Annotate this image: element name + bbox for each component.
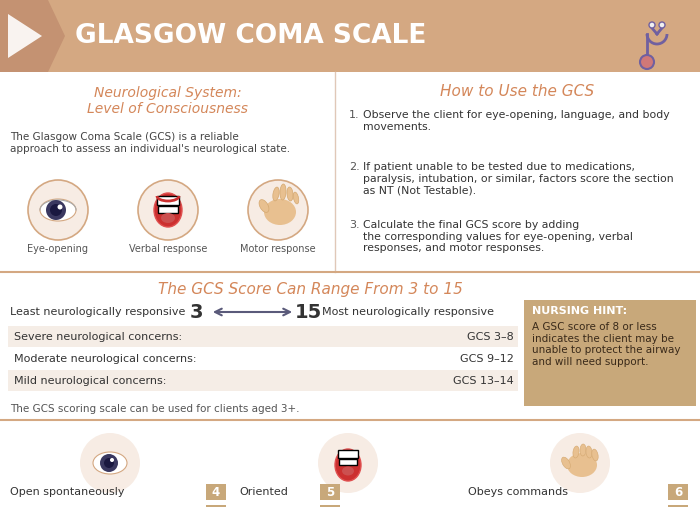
Ellipse shape bbox=[592, 449, 598, 461]
Ellipse shape bbox=[154, 193, 182, 227]
Bar bbox=[206, 484, 226, 500]
Text: Motor response: Motor response bbox=[240, 244, 316, 254]
Text: GCS 9–12: GCS 9–12 bbox=[460, 353, 514, 364]
Bar bbox=[0, 0, 700, 72]
Circle shape bbox=[318, 433, 378, 493]
Ellipse shape bbox=[264, 199, 296, 225]
Circle shape bbox=[110, 458, 114, 462]
Ellipse shape bbox=[335, 449, 361, 481]
Text: 1.: 1. bbox=[349, 110, 360, 120]
Text: Most neurologically responsive: Most neurologically responsive bbox=[322, 307, 494, 317]
Text: Eye-opening: Eye-opening bbox=[27, 244, 88, 254]
Bar bbox=[524, 300, 696, 406]
Bar bbox=[0, 420, 700, 507]
Text: A GSC score of 8 or less
indicates the client may be
unable to protect the airwa: A GSC score of 8 or less indicates the c… bbox=[532, 322, 680, 367]
Circle shape bbox=[649, 22, 655, 28]
Bar bbox=[320, 505, 340, 507]
Ellipse shape bbox=[561, 457, 570, 469]
Bar bbox=[8, 326, 518, 347]
Circle shape bbox=[550, 433, 610, 493]
Text: The GCS scoring scale can be used for clients aged 3+.: The GCS scoring scale can be used for cl… bbox=[10, 404, 300, 414]
Bar bbox=[0, 272, 700, 420]
Ellipse shape bbox=[161, 213, 175, 223]
Bar bbox=[206, 505, 226, 507]
Text: Neurological System:
Level of Consciousness: Neurological System: Level of Consciousn… bbox=[87, 86, 248, 116]
Text: 4: 4 bbox=[212, 486, 220, 498]
Text: Verbal response: Verbal response bbox=[129, 244, 207, 254]
FancyBboxPatch shape bbox=[157, 196, 179, 205]
Text: 3: 3 bbox=[189, 303, 203, 321]
Text: The GCS Score Can Range From 3 to 15: The GCS Score Can Range From 3 to 15 bbox=[158, 282, 463, 297]
Ellipse shape bbox=[567, 453, 597, 477]
Ellipse shape bbox=[259, 200, 269, 212]
Ellipse shape bbox=[273, 187, 279, 201]
Text: GLASGOW COMA SCALE: GLASGOW COMA SCALE bbox=[75, 23, 426, 49]
Text: If patient unable to be tested due to medications,
paralysis, intubation, or sim: If patient unable to be tested due to me… bbox=[363, 162, 673, 195]
Circle shape bbox=[46, 200, 66, 220]
Text: Oriented: Oriented bbox=[239, 487, 288, 497]
Text: Mild neurological concerns:: Mild neurological concerns: bbox=[14, 376, 167, 385]
Text: 6: 6 bbox=[674, 486, 682, 498]
FancyBboxPatch shape bbox=[338, 450, 358, 458]
Ellipse shape bbox=[280, 184, 286, 200]
Bar bbox=[668, 505, 688, 507]
Text: GCS 13–14: GCS 13–14 bbox=[454, 376, 514, 385]
FancyBboxPatch shape bbox=[158, 206, 178, 213]
Circle shape bbox=[80, 433, 140, 493]
Circle shape bbox=[248, 180, 308, 240]
FancyBboxPatch shape bbox=[339, 459, 357, 465]
Circle shape bbox=[50, 204, 62, 216]
Circle shape bbox=[659, 22, 665, 28]
Polygon shape bbox=[0, 0, 65, 72]
Ellipse shape bbox=[93, 452, 127, 474]
Text: Calculate the final GCS score by adding
the corresponding values for eye-opening: Calculate the final GCS score by adding … bbox=[363, 220, 633, 253]
Circle shape bbox=[57, 204, 62, 209]
Circle shape bbox=[640, 55, 654, 69]
Text: Least neurologically responsive: Least neurologically responsive bbox=[10, 307, 186, 317]
Text: Moderate neurological concerns:: Moderate neurological concerns: bbox=[14, 353, 197, 364]
Polygon shape bbox=[8, 14, 42, 58]
Text: Obeys commands: Obeys commands bbox=[468, 487, 568, 497]
Ellipse shape bbox=[342, 466, 354, 476]
Ellipse shape bbox=[287, 187, 293, 201]
Text: How to Use the GCS: How to Use the GCS bbox=[440, 84, 594, 99]
Bar bbox=[668, 484, 688, 500]
Text: 15: 15 bbox=[295, 303, 321, 321]
Ellipse shape bbox=[586, 446, 592, 458]
Text: The Glasgow Coma Scale (GCS) is a reliable
approach to assess an individual's ne: The Glasgow Coma Scale (GCS) is a reliab… bbox=[10, 132, 290, 154]
Text: GCS 3–8: GCS 3–8 bbox=[468, 332, 514, 342]
Circle shape bbox=[104, 458, 114, 468]
Text: 2.: 2. bbox=[349, 162, 360, 172]
Circle shape bbox=[138, 180, 198, 240]
Text: 5: 5 bbox=[326, 486, 334, 498]
Text: 3.: 3. bbox=[349, 220, 360, 230]
Circle shape bbox=[28, 180, 88, 240]
Bar bbox=[335, 72, 700, 272]
Text: NURSING HINT:: NURSING HINT: bbox=[532, 306, 627, 316]
Ellipse shape bbox=[40, 199, 76, 221]
Bar bbox=[0, 72, 335, 272]
Ellipse shape bbox=[293, 192, 299, 204]
Text: Observe the client for eye-opening, language, and body
movements.: Observe the client for eye-opening, lang… bbox=[363, 110, 670, 132]
Circle shape bbox=[100, 454, 118, 472]
Text: Open spontaneously: Open spontaneously bbox=[10, 487, 125, 497]
Bar bbox=[320, 484, 340, 500]
Ellipse shape bbox=[580, 444, 586, 456]
Text: Severe neurological concerns:: Severe neurological concerns: bbox=[14, 332, 182, 342]
Bar bbox=[8, 348, 518, 369]
Ellipse shape bbox=[573, 446, 579, 458]
Bar bbox=[8, 370, 518, 391]
